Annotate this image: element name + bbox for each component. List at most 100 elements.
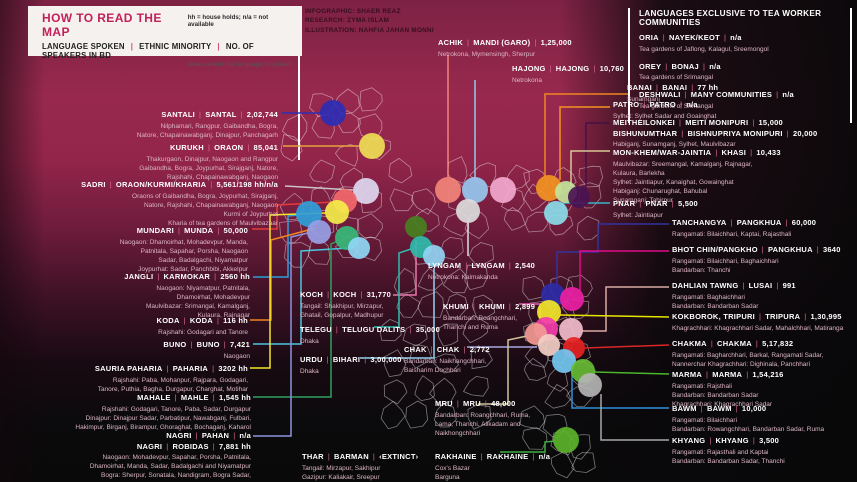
language-entry-sadri: SADRI | ORAON/KURMI/KHARIA | 5,561/198 hh/n/… xyxy=(28,180,278,228)
connector-line-tanchangya xyxy=(556,223,669,285)
language-entry-marma: MARMA | MARMA | 1,54,216 Rangamati: Rajsthali… xyxy=(672,370,857,409)
connector-line-bawm xyxy=(571,370,669,409)
language-entry-buno: BUNO | BUNO | 7,421 Naogaon xyxy=(0,340,250,361)
language-entry-thar: THAR | BARMAN | ‹EXTINCT› Tangail: Mirzapur, … xyxy=(302,452,418,482)
connector-line-mahale xyxy=(253,239,341,398)
entry-locations: Tea gardens of Jaflong, Kalagul, Sreemon… xyxy=(639,45,769,53)
entry-locations: Rangamati: Bagharchhari, Barkal, Rangama… xyxy=(672,351,824,368)
entry-row: MUNDARI | MUNDA | 50,000 xyxy=(136,226,248,235)
entry-locations: Naogaon: Niyamatpur, Patnitala, Dhamoirh… xyxy=(145,284,250,320)
map-marker-urdu xyxy=(423,245,445,267)
entry-row: ORIA | NAYEK/KEOT | n/a xyxy=(639,33,742,42)
language-entry-pnar: PNAR | PNAR | 5,500 Sylhet: Jaintiapur xyxy=(613,199,853,220)
entry-locations: Rajshahi: Godagari, Tanore, Paba, Sadar,… xyxy=(75,405,251,431)
entry-locations: Tea gardens of Srimangal xyxy=(639,74,714,82)
language-entry-meithei: MEITHEILONKEI | MEITI MONIPURI | 15,000 BISHU… xyxy=(613,118,857,149)
connector-line-koch xyxy=(393,240,417,296)
language-entry-banai: BANAI | BANAI | 77 hh Sunamganj xyxy=(627,83,718,104)
connector-line-bhot xyxy=(579,250,669,291)
connector-line-telegu xyxy=(374,248,412,328)
language-entry-bawm: BAWM | BAWM | 10,000 Rangamati: Bilaichhari B… xyxy=(672,404,857,434)
entry-row: NAGRI | PAHAN | n/a xyxy=(166,431,251,440)
tea-worker-panel: LANGUAGES EXCLUSIVE TO TEA WORKER COMMUN… xyxy=(628,8,852,124)
language-entry-tanchangya: TANCHANGYA | PANGKHUA | 60,000 Rangamati: Bil… xyxy=(672,218,857,239)
entry-row: PATRO | PATRO | n/a xyxy=(613,100,698,109)
map-markers xyxy=(296,100,602,453)
entry-row: KURUKH | ORAON | 85,041 xyxy=(169,143,278,152)
language-entry-mru: MRU | MRU | 48,000 Bandarban: Roangchhari, Ru… xyxy=(435,399,530,438)
entry-locations: Dhaka xyxy=(300,337,319,345)
connector-line-meithei xyxy=(585,122,610,190)
language-entry-dahlian: DAHLIAN TAWNG | LUSAI | 991 Rangamati: Baghai… xyxy=(672,281,857,311)
entry-locations: Naogaon xyxy=(223,352,250,360)
entry-locations: Bandarban: Roangchhari, Ruma, Lama, Than… xyxy=(435,411,531,437)
language-entry-oria: ORIA | NAYEK/KEOT | n/a Tea gardens of Jaflon… xyxy=(639,33,842,54)
map-marker-pnar xyxy=(544,201,568,225)
language-entry-koda: KODA | KODA | 116 hh Rajshahi: Godagari and T… xyxy=(0,316,248,337)
entry-row: KODA | KODA | 116 hh xyxy=(156,316,248,325)
entry-row: CHAK | CHAK | 2,772 xyxy=(404,345,490,354)
connector-line-chakma xyxy=(584,344,670,349)
language-entry-hajong: HAJONG | HAJONG | 10,760 Netrokona xyxy=(512,64,624,85)
entry-row: RAKHAINE | RAKHAINE | n/a xyxy=(435,452,551,461)
entry-row: THAR | BARMAN | ‹EXTINCT› xyxy=(302,452,419,461)
map-marker-koch xyxy=(405,216,427,238)
entry-locations: Rangamati: Bilaichhari, Baghaichhari Ban… xyxy=(672,257,779,274)
connector-line-kokborok xyxy=(559,314,670,318)
entry-row: PNAR | PNAR | 5,500 xyxy=(613,199,698,208)
entry-row: MON-KHEM/WAR-JAINTIA | KHASI | 10,433 xyxy=(613,148,781,157)
entry-locations: Tea gardens of Srimangal xyxy=(639,102,714,110)
connector-line-khyang xyxy=(600,394,669,441)
entry-locations: Bandarban: Roangchhari, Thanchi and Ruma xyxy=(443,314,518,331)
map-marker-rakhaine xyxy=(553,427,579,453)
entry-locations: Naogaon: Mohadevpur, Sapahar, Porsha, Pa… xyxy=(89,454,251,482)
entry-locations: Khagrachhari: Khagrachhari Sadar, Mahalc… xyxy=(672,324,844,332)
entry-locations: Dhaka xyxy=(300,367,319,375)
entry-row: MARMA | MARMA | 1,54,216 xyxy=(672,370,784,379)
entry-locations: Naogaon: Dhamoirhat, Mohadevpur, Manda, … xyxy=(119,238,248,274)
language-entry-khumi: KHUMI | KHUMI | 2,899 Bandarban: Roangchhari,… xyxy=(443,302,535,332)
connector-line-patro xyxy=(559,106,610,180)
legend-title: HOW TO READ THE MAP xyxy=(42,11,162,39)
map-marker-hajong xyxy=(462,177,488,203)
language-entry-kurukh: KURUKH | ORAON | 85,041 Thakurgaon, Dinajpur,… xyxy=(28,143,278,182)
map-marker-sauria xyxy=(325,200,349,224)
connector-line-banai xyxy=(544,93,630,176)
entry-locations: Rangamati: Rajasthali and Kaptai Bandarb… xyxy=(672,448,785,465)
connector-line-nagri xyxy=(253,232,309,437)
entry-row: BUNO | BUNO | 7,421 xyxy=(163,340,250,349)
entry-locations: Cox's Bazar Barguna xyxy=(435,464,470,481)
entry-row: DAHLIAN TAWNG | LUSAI | 991 xyxy=(672,281,796,290)
entry-locations: Habiganj, Sunamganj, Sylhet, Maulvibazar xyxy=(613,141,736,148)
map-marker-lyngam xyxy=(456,199,480,223)
how-to-read-panel: HOW TO READ THE MAP hh = house holds; n/… xyxy=(28,6,302,68)
entry-row: OREY | BONAJ | n/a xyxy=(639,61,721,71)
legend-subtext: Areas where the language is spoken xyxy=(186,61,292,68)
map-marker-chak xyxy=(538,334,560,356)
entry-row: BANAI | BANAI | 77 hh xyxy=(627,83,719,92)
entry-row: MAHALE | MAHLE | 1,545 hh xyxy=(137,393,251,402)
entry-locations: Rangamati: Bilaichhari, Kaptai, Rajastha… xyxy=(672,230,792,238)
entry-locations: Rangamati: Rajsthali Bandarban: Bandarba… xyxy=(672,382,773,408)
language-entry-patro: PATRO | PATRO | n/a Sylhet: Sylhet Sadar and … xyxy=(613,100,853,121)
connector-line-buno xyxy=(253,247,350,345)
entry-locations: Rangamati: Bilaichhari Bandarban: Rowang… xyxy=(672,416,825,433)
map-marker-kurukh xyxy=(359,133,385,159)
language-entry-mahale: MAHALE | MAHLE | 1,545 hh Rajshahi: Godagari,… xyxy=(0,393,251,432)
entry-locations: Rangamati: Baghaichhari Bandarban: Banda… xyxy=(672,293,759,310)
language-entry-koch: KOCH | KOCH | 31,770 Tangail: Shakhipur, Mirz… xyxy=(300,290,391,320)
entry-row: KOCH | KOCH | 31,770 xyxy=(300,290,392,299)
tea-entry-list: ORIA | NAYEK/KEOT | n/a Tea gardens of Jaflon… xyxy=(639,33,842,111)
entry-row: BHOT CHIN/PANGKHO | PANGKHUA | 3640 xyxy=(672,245,841,254)
connector-line-monkhem xyxy=(570,150,610,186)
legend-format-row: LANGUAGE SPOKEN | ETHNIC MINORITY | NO. OF S… xyxy=(42,42,254,60)
entry-row: KHUMI | KHUMI | 2,899 xyxy=(443,302,536,311)
entry-row: TANCHANGYA | PANGKHUA | 60,000 xyxy=(672,218,817,227)
entry-locations: Netrokona, Mymensingh, Sherpur xyxy=(438,50,536,58)
map-marker-buno xyxy=(348,237,370,259)
legend-note: hh = house holds; n/a = not available xyxy=(187,14,269,28)
entry-row: MEITHEILONKEI | MEITI MONIPURI | 15,000 xyxy=(613,118,783,127)
entry-locations: Tangail: Mirzapur, Sakhipur Gazipur: Kal… xyxy=(302,464,381,481)
connector-line-mru xyxy=(478,335,528,405)
language-entry-chakma: CHAKMA | CHAKMA | 5,17,832 Rangamati: Bagharc… xyxy=(672,339,857,369)
